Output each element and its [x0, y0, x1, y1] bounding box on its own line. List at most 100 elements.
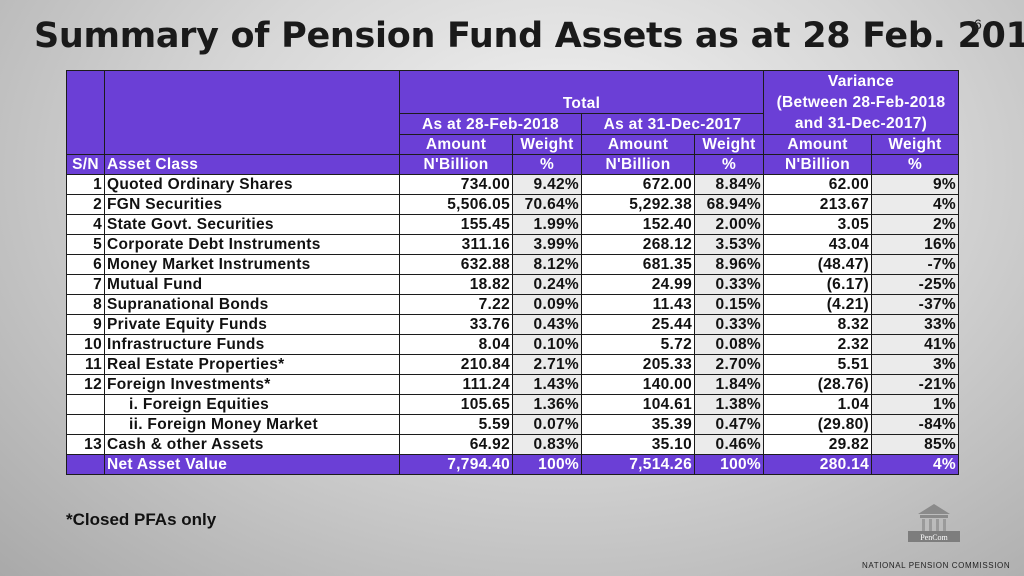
row-amount-dec2017: 5,292.38 [581, 194, 695, 215]
row-variance-amount: 43.04 [763, 234, 872, 255]
amount-header-1: Amount [399, 134, 513, 155]
row-variance-weight: -21% [871, 374, 959, 395]
commission-name: NATIONAL PENSION COMMISSION [862, 561, 1011, 570]
amount-header-2: Amount [581, 134, 695, 155]
row-amount-dec2017: 24.99 [581, 274, 695, 295]
row-variance-weight: 2% [871, 214, 959, 235]
total-variance-amount: 280.14 [763, 454, 872, 475]
total-sn [66, 454, 105, 475]
row-amount-feb2018: 8.04 [399, 334, 513, 355]
pencom-logo: PenCom [908, 504, 960, 542]
unit-weight-2: % [694, 154, 764, 175]
row-variance-amount: (28.76) [763, 374, 872, 395]
unit-amount-variance: N'Billion [763, 154, 872, 175]
row-weight-dec2017: 0.33% [694, 274, 764, 295]
row-weight-dec2017: 0.33% [694, 314, 764, 335]
weight-header-variance: Weight [871, 134, 959, 155]
row-variance-amount: 62.00 [763, 174, 872, 195]
row-variance-amount: 1.04 [763, 394, 872, 415]
row-weight-dec2017: 0.15% [694, 294, 764, 315]
row-variance-amount: 2.32 [763, 334, 872, 355]
row-amount-feb2018: 734.00 [399, 174, 513, 195]
row-amount-feb2018: 18.82 [399, 274, 513, 295]
period-1-header: As at 28-Feb-2018 [399, 113, 582, 135]
table-row: 13 Cash & other Assets 64.92 0.83% 35.10 0.46… [66, 434, 959, 455]
row-variance-weight: -25% [871, 274, 959, 295]
period-2-header: As at 31-Dec-2017 [581, 113, 764, 135]
table-row: 10 Infrastructure Funds 8.04 0.10% 5.72 0.08%… [66, 334, 959, 355]
row-asset-class: Corporate Debt Instruments [104, 234, 400, 255]
row-variance-weight: 16% [871, 234, 959, 255]
row-weight-feb2018: 0.07% [512, 414, 582, 435]
row-asset-class: Mutual Fund [104, 274, 400, 295]
row-variance-amount: 29.82 [763, 434, 872, 455]
unit-amount-1: N'Billion [399, 154, 513, 175]
row-variance-amount: (48.47) [763, 254, 872, 275]
row-weight-dec2017: 3.53% [694, 234, 764, 255]
table-row: 6 Money Market Instruments 632.88 8.12% 681.… [66, 254, 959, 275]
row-weight-feb2018: 70.64% [512, 194, 582, 215]
row-asset-class: Real Estate Properties* [104, 354, 400, 375]
total-weight-2: 100% [694, 454, 764, 475]
row-asset-class: Supranational Bonds [104, 294, 400, 315]
row-variance-weight: -37% [871, 294, 959, 315]
row-amount-dec2017: 205.33 [581, 354, 695, 375]
row-asset-class: FGN Securities [104, 194, 400, 215]
table-row: 5 Corporate Debt Instruments 311.16 3.99% 26… [66, 234, 959, 255]
variance-header: Variance (Between 28-Feb-2018 and 31-Dec… [763, 70, 959, 135]
row-variance-amount: 213.67 [763, 194, 872, 215]
row-asset-class: Private Equity Funds [104, 314, 400, 335]
row-sn [66, 394, 105, 415]
row-amount-dec2017: 5.72 [581, 334, 695, 355]
row-amount-feb2018: 64.92 [399, 434, 513, 455]
row-amount-dec2017: 104.61 [581, 394, 695, 415]
row-asset-class: Quoted Ordinary Shares [104, 174, 400, 195]
row-sn: 10 [66, 334, 105, 355]
row-sn: 13 [66, 434, 105, 455]
row-amount-feb2018: 311.16 [399, 234, 513, 255]
asset-rows: 1 Quoted Ordinary Shares 734.00 9.42% 672.00… [66, 174, 959, 455]
row-amount-dec2017: 152.40 [581, 214, 695, 235]
row-weight-feb2018: 0.09% [512, 294, 582, 315]
row-weight-dec2017: 2.00% [694, 214, 764, 235]
variance-range-line-2: and 31-Dec-2017) [794, 115, 928, 132]
row-asset-class: Money Market Instruments [104, 254, 400, 275]
total-variance-weight: 4% [871, 454, 959, 475]
row-variance-amount: 3.05 [763, 214, 872, 235]
row-sn [66, 414, 105, 435]
total-weight-1: 100% [512, 454, 582, 475]
table-row: 8 Supranational Bonds 7.22 0.09% 11.43 0.15%(… [66, 294, 959, 315]
variance-title: Variance [827, 73, 895, 90]
total-amount-2: 7,514.26 [581, 454, 695, 475]
row-sn: 9 [66, 314, 105, 335]
row-weight-dec2017: 0.08% [694, 334, 764, 355]
asset-class-header: Asset Class [104, 154, 400, 175]
row-variance-weight: 4% [871, 194, 959, 215]
table-row: 11 Real Estate Properties* 210.84 2.71% 205.… [66, 354, 959, 375]
row-asset-class: Foreign Investments* [104, 374, 400, 395]
row-weight-dec2017: 1.84% [694, 374, 764, 395]
unit-amount-2: N'Billion [581, 154, 695, 175]
row-variance-amount: (29.80) [763, 414, 872, 435]
weight-header-2: Weight [694, 134, 764, 155]
row-weight-feb2018: 1.36% [512, 394, 582, 415]
row-variance-weight: 85% [871, 434, 959, 455]
table-row: 9 Private Equity Funds 33.76 0.43% 25.44 0.33… [66, 314, 959, 335]
row-weight-dec2017: 8.84% [694, 174, 764, 195]
row-weight-dec2017: 0.46% [694, 434, 764, 455]
total-row: Net Asset Value 7,794.40 100% 7,514.26 1… [66, 454, 959, 475]
row-weight-dec2017: 68.94% [694, 194, 764, 215]
amount-header-variance: Amount [763, 134, 872, 155]
row-weight-feb2018: 3.99% [512, 234, 582, 255]
row-amount-feb2018: 7.22 [399, 294, 513, 315]
row-weight-feb2018: 0.24% [512, 274, 582, 295]
row-variance-amount: (6.17) [763, 274, 872, 295]
variance-range-line-1: (Between 28-Feb-2018 [776, 94, 946, 111]
row-weight-dec2017: 0.47% [694, 414, 764, 435]
row-sn: 11 [66, 354, 105, 375]
row-variance-amount: 5.51 [763, 354, 872, 375]
row-amount-feb2018: 155.45 [399, 214, 513, 235]
row-variance-weight: 1% [871, 394, 959, 415]
row-sn: 2 [66, 194, 105, 215]
row-amount-dec2017: 140.00 [581, 374, 695, 395]
